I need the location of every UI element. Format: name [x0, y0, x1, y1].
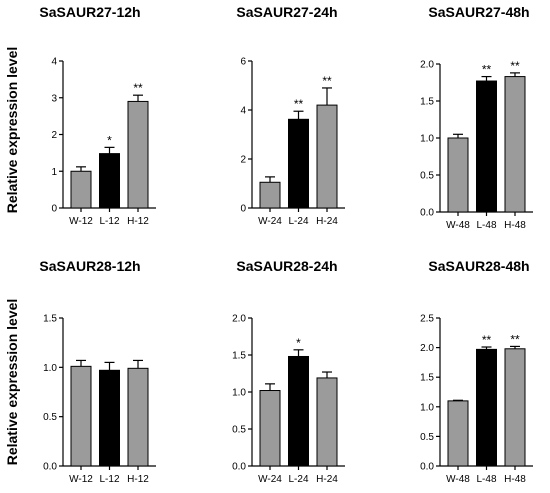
significance-label: ** [482, 63, 492, 77]
x-tick-label: L-24 [288, 474, 308, 485]
x-tick-label: W-12 [69, 216, 93, 227]
y-tick-label: 1.5 [420, 373, 434, 384]
bar [288, 118, 309, 209]
y-tick-label: 1.0 [420, 402, 434, 413]
chart-title: SaSAUR28-24h [236, 258, 337, 274]
bar [476, 80, 497, 213]
significance-label: * [296, 336, 301, 350]
significance-label: ** [510, 332, 520, 346]
x-tick-label: L-12 [99, 474, 119, 485]
chart-title: SaSAUR28-48h [428, 258, 529, 274]
y-tick-label: 0.0 [420, 462, 434, 473]
significance-label: ** [294, 97, 304, 111]
x-tick-label: L-48 [476, 220, 496, 231]
x-tick-label: L-24 [288, 216, 308, 227]
y-tick-label: 2.5 [420, 314, 434, 325]
y-tick-label: 0.5 [232, 425, 246, 436]
bar [259, 390, 281, 467]
x-tick-label: L-12 [99, 216, 119, 227]
y-tick-label: 4 [51, 57, 57, 68]
bar [316, 104, 338, 209]
y-tick-label: 2.0 [232, 314, 246, 325]
y-tick-label: 2 [51, 130, 57, 141]
bar [504, 76, 526, 213]
x-tick-label: H-48 [504, 220, 526, 231]
y-tick-label: 0.0 [232, 462, 246, 473]
bar [99, 369, 120, 467]
y-tick-label: 0.5 [420, 171, 434, 182]
x-tick-label: H-24 [316, 216, 338, 227]
bar [127, 367, 149, 467]
bar [70, 170, 92, 209]
y-tick-label: 1.0 [43, 363, 57, 374]
chart-panel: SaSAUR27-24h 0 2 4 6 W-24 ** L-24 ** H-24 [236, 4, 345, 227]
y-tick-label: 6 [240, 57, 246, 68]
y-tick-label: 1.5 [232, 351, 246, 362]
chart-panel: SaSAUR27-12h 0 1 2 3 4 W-12 * L-12 ** H-12 [39, 4, 156, 227]
bar [316, 377, 338, 467]
y-tick-label: 2.0 [420, 60, 434, 71]
y-tick-label: 4 [240, 106, 246, 117]
x-tick-label: H-12 [127, 216, 149, 227]
x-tick-label: W-48 [446, 474, 470, 485]
x-tick-label: H-12 [127, 474, 149, 485]
y-tick-label: 1 [51, 167, 57, 178]
x-tick-label: L-48 [476, 474, 496, 485]
significance-label: * [107, 133, 112, 147]
x-tick-label: H-48 [504, 474, 526, 485]
bar [70, 365, 92, 467]
bar [99, 153, 120, 209]
y-tick-label: 1.5 [420, 97, 434, 108]
y-tick-label: 2 [240, 155, 246, 166]
chart-title: SaSAUR28-12h [39, 258, 140, 274]
x-tick-label: W-12 [69, 474, 93, 485]
chart-title: SaSAUR27-12h [39, 4, 140, 20]
chart-panel: SaSAUR28-24h 0.0 0.5 1.0 1.5 2.0 W-24 * L-24 H-24 [232, 258, 345, 485]
x-tick-label: H-24 [316, 474, 338, 485]
y-axis-label-bottom: Relative expression level [4, 299, 20, 466]
x-tick-label: W-24 [258, 216, 282, 227]
chart-title: SaSAUR27-24h [236, 4, 337, 20]
bar [288, 355, 309, 467]
chart-title: SaSAUR27-48h [428, 4, 529, 20]
significance-label: ** [133, 81, 143, 95]
y-tick-label: 0 [240, 204, 246, 215]
significance-label: ** [322, 74, 332, 88]
y-tick-label: 3 [51, 93, 57, 104]
bar [127, 100, 149, 209]
y-tick-label: 0.0 [43, 462, 57, 473]
chart-panels: SaSAUR27-12h01234W-12*L-12**H-12SaSAUR27… [39, 4, 533, 485]
bar [476, 348, 497, 467]
bar [447, 400, 469, 467]
y-tick-label: 2.0 [420, 343, 434, 354]
bar [259, 181, 281, 209]
x-tick-label: W-24 [258, 474, 282, 485]
y-tick-label: 0.5 [43, 412, 57, 423]
y-tick-label: 1.0 [232, 388, 246, 399]
chart-panel: SaSAUR28-12h 0.0 0.5 1.0 1.5 W-12 L-12 H-12 [39, 258, 156, 485]
y-tick-label: 0.0 [420, 208, 434, 219]
bar [504, 348, 526, 467]
y-tick-label: 1.0 [420, 134, 434, 145]
x-tick-label: W-48 [446, 220, 470, 231]
y-tick-label: 0 [51, 204, 57, 215]
chart-panel: SaSAUR28-48h 0.0 0.5 1.0 1.5 2.0 2.5 W-48 ** L-48… [420, 258, 533, 485]
y-tick-label: 0.5 [420, 432, 434, 443]
y-axis-label-top: Relative expression level [4, 47, 20, 214]
significance-label: ** [482, 333, 492, 347]
y-tick-label: 1.5 [43, 314, 57, 325]
bar [447, 137, 469, 213]
chart-panel: SaSAUR27-48h 0.0 0.5 1.0 1.5 2.0 W-48 ** L-48 ** H… [420, 4, 533, 231]
significance-label: ** [510, 59, 520, 73]
